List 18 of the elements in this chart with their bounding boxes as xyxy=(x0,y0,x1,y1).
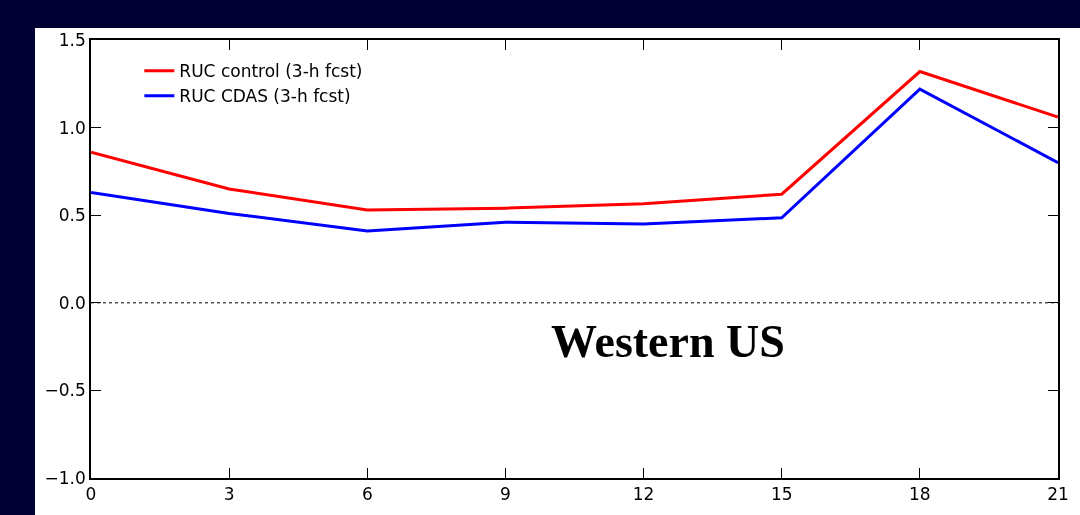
y-tick-label: 0.5 xyxy=(58,205,86,226)
line-series xyxy=(91,87,1058,233)
x-tick-label: 9 xyxy=(500,484,511,505)
legend-label: RUC CDAS (3-h fcst) xyxy=(179,86,351,107)
legend-label: RUC control (3-h fcst) xyxy=(179,61,363,82)
x-tick-label: 6 xyxy=(361,484,373,505)
annotation: Western US xyxy=(551,316,785,367)
x-tick-label: 0 xyxy=(85,484,97,505)
x-tick-label: 3 xyxy=(223,484,235,505)
y-tick-label: −1.0 xyxy=(44,467,86,488)
x-tick-label: 18 xyxy=(909,484,931,505)
y-tick-label: 1.5 xyxy=(58,29,86,50)
y-tick-label: −0.5 xyxy=(44,380,86,401)
x-tick-label: 12 xyxy=(632,484,655,505)
y-tick-label: 0.0 xyxy=(58,292,86,313)
y-tick-label: 1.0 xyxy=(58,117,86,138)
x-tick-label: 21 xyxy=(1047,484,1069,505)
x-tick-label: 15 xyxy=(770,484,793,505)
